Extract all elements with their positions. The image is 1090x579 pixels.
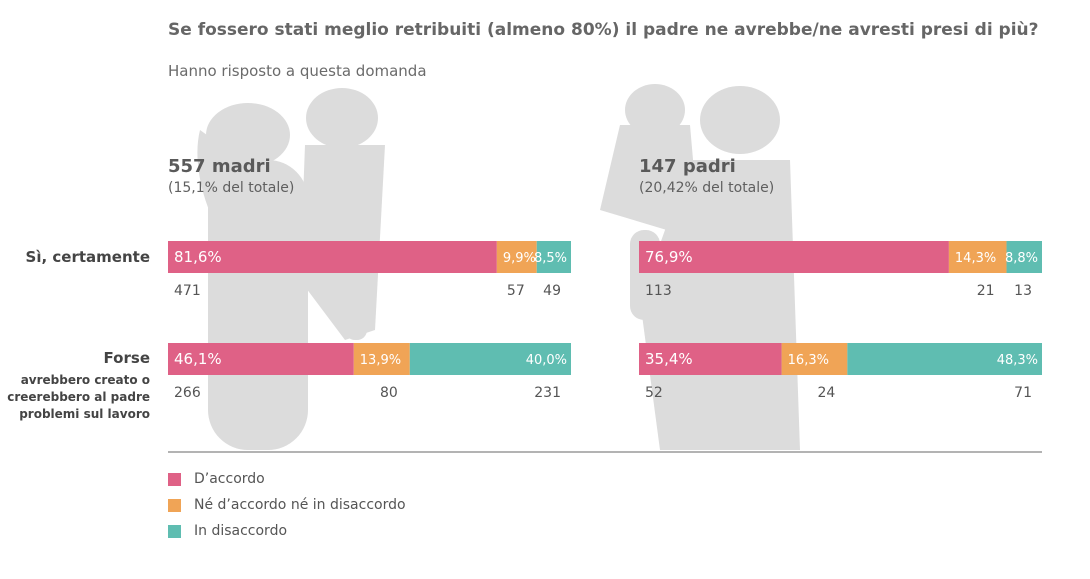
legend-item-agree: D’accordo <box>168 471 265 487</box>
bar-count-madri-row1-agree: 471 <box>174 283 201 299</box>
legend-swatch-disagree <box>168 524 181 538</box>
bar-count-madri-row2-neutral: 80 <box>380 385 398 401</box>
bar-madri-row2-neutral <box>353 343 410 375</box>
bar-madri-row2-agree <box>168 343 354 375</box>
bar-label-madri-row1-agree: 81,6% <box>174 248 222 266</box>
chart-title: Se fossero stati meglio retribuiti (alme… <box>168 20 1039 40</box>
bar-label-madri-row2-agree: 46,1% <box>174 350 222 368</box>
bar-madri-row1-agree <box>168 241 497 273</box>
bar-label-madri-row1-neutral: 9,9% <box>503 251 536 266</box>
bar-padri-row1-agree <box>639 241 949 273</box>
group-subtitle-madri: (15,1% del totale) <box>168 180 295 196</box>
bar-count-padri-row1-disagree: 13 <box>1014 283 1032 299</box>
bar-count-madri-row1-disagree: 49 <box>543 283 561 299</box>
bar-count-madri-row2-agree: 266 <box>174 385 201 401</box>
bar-count-padri-row2-agree: 52 <box>645 385 663 401</box>
bar-count-padri-row1-neutral: 21 <box>977 283 995 299</box>
bar-madri-row2-disagree <box>409 343 571 375</box>
bar-padri-row2-disagree <box>847 343 1042 375</box>
bar-label-madri-row1-disagree: 8,5% <box>534 251 567 266</box>
row-label-si-certamente: Sì, certamente <box>25 248 150 266</box>
bar-label-madri-row2-disagree: 40,0% <box>526 353 567 368</box>
bar-padri-row2-agree <box>639 343 782 375</box>
father-silhouette <box>600 84 800 450</box>
bar-padri-row2-neutral <box>781 343 848 375</box>
legend-label-agree: D’accordo <box>194 471 265 487</box>
bar-padri-row1-disagree <box>1006 241 1042 273</box>
legend-item-neutral: Né d’accordo né in disaccordo <box>168 497 406 513</box>
row-sublabel-forse: avrebbero creato o creerebbero al padre … <box>7 373 150 421</box>
legend-label-neutral: Né d’accordo né in disaccordo <box>194 497 406 513</box>
legend-swatch-agree <box>168 472 181 486</box>
bar-label-padri-row2-neutral: 16,3% <box>788 353 829 368</box>
bar-count-madri-row1-neutral: 57 <box>507 283 525 299</box>
bar-count-padri-row2-neutral: 24 <box>818 385 836 401</box>
group-subtitle-padri: (20,42% del totale) <box>639 180 775 196</box>
bar-padri-row1-neutral <box>948 241 1007 273</box>
bar-label-padri-row2-agree: 35,4% <box>645 350 693 368</box>
bar-count-madri-row2-disagree: 231 <box>534 385 561 401</box>
group-title-padri: 147 padri <box>639 156 736 177</box>
bar-label-padri-row1-neutral: 14,3% <box>955 251 996 266</box>
bar-count-padri-row1-agree: 113 <box>645 283 672 299</box>
group-title-madri: 557 madri <box>168 156 271 177</box>
bar-count-padri-row2-disagree: 71 <box>1014 385 1032 401</box>
bar-madri-row1-disagree <box>536 241 571 273</box>
bar-label-padri-row1-disagree: 8,8% <box>1005 251 1038 266</box>
bar-label-padri-row2-disagree: 48,3% <box>997 353 1038 368</box>
bar-madri-row1-neutral <box>496 241 537 273</box>
legend-swatch-neutral <box>168 498 181 512</box>
bar-label-madri-row2-neutral: 13,9% <box>360 353 401 368</box>
row-label-forse: Forse <box>103 349 150 367</box>
bar-label-padri-row1-agree: 76,9% <box>645 248 693 266</box>
legend-label-disagree: In disaccordo <box>194 523 288 539</box>
legend-item-disagree: In disaccordo <box>168 523 287 539</box>
chart-subtitle: Hanno risposto a questa domanda <box>168 62 427 80</box>
